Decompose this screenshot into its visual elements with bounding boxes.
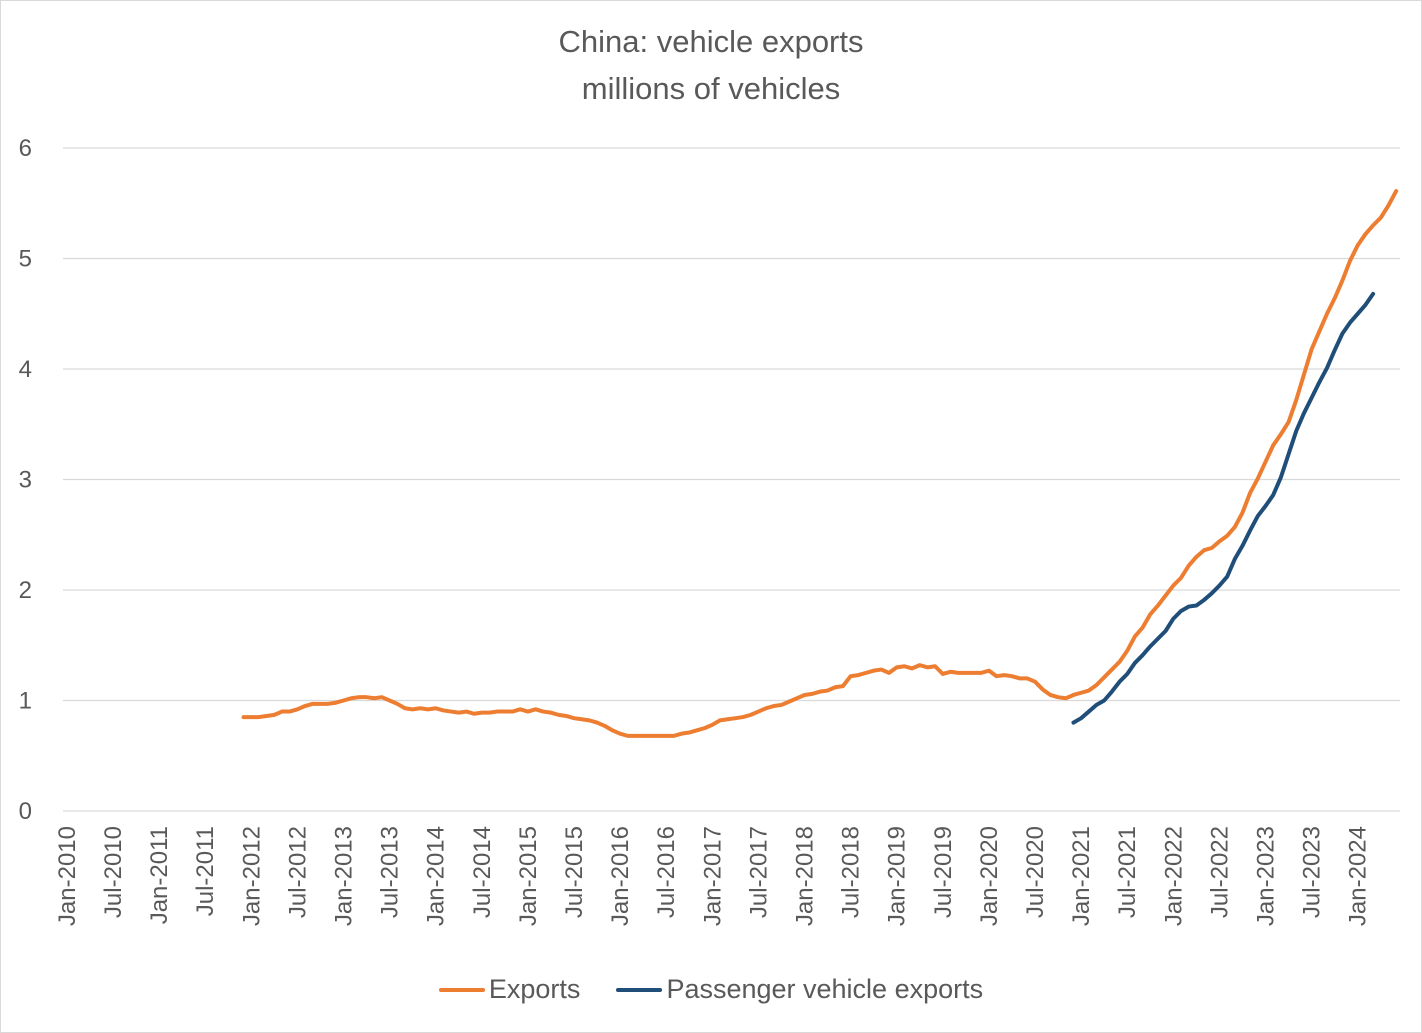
x-tick-label: Jan-2011 xyxy=(146,826,173,924)
y-tick-label-3: 3 xyxy=(19,467,32,494)
legend-swatch-passenger xyxy=(616,987,663,992)
x-tick-label: Jan-2012 xyxy=(238,826,265,926)
x-tick-label: Jan-2018 xyxy=(791,826,818,926)
x-tick-label: Jul-2013 xyxy=(377,826,404,918)
x-tick-label: Jan-2017 xyxy=(699,826,726,926)
x-tick-label: Jul-2022 xyxy=(1206,826,1233,918)
gridlines xyxy=(63,147,1400,812)
x-tick-label: Jan-2014 xyxy=(423,826,450,926)
legend-label-exports: Exports xyxy=(488,974,581,1004)
legend-swatch-exports xyxy=(438,987,485,992)
x-tick-label: Jul-2010 xyxy=(100,826,127,918)
y-tick-label-4: 4 xyxy=(19,356,32,383)
x-tick-label: Jan-2023 xyxy=(1253,826,1280,926)
x-tick-label: Jul-2016 xyxy=(653,826,680,918)
x-axis-ticks: Jan-2010 Jul-2010 Jan-2011 Jul-2011 Jan-2012… xyxy=(54,826,1372,926)
y-tick-label-1: 1 xyxy=(19,688,32,715)
x-tick-label: Jan-2019 xyxy=(884,826,911,926)
x-tick-label: Jan-2013 xyxy=(330,826,357,926)
x-tick-label: Jul-2020 xyxy=(1022,826,1049,918)
x-tick-label: Jan-2022 xyxy=(1160,826,1187,926)
y-tick-label-6: 6 xyxy=(19,135,32,162)
y-tick-label-0: 0 xyxy=(19,798,32,825)
legend-item-exports: Exports xyxy=(438,974,581,1005)
y-axis-ticks: 0 1 2 3 4 5 6 xyxy=(19,135,32,825)
x-tick-label: Jan-2016 xyxy=(607,826,634,926)
x-tick-label: Jan-2010 xyxy=(54,826,81,926)
x-tick-label: Jul-2017 xyxy=(745,826,772,918)
legend-label-passenger: Passenger vehicle exports xyxy=(666,974,984,1004)
y-tick-label-5: 5 xyxy=(19,246,32,273)
x-tick-label: Jan-2021 xyxy=(1068,826,1095,926)
x-tick-label: Jan-2024 xyxy=(1345,826,1372,926)
x-tick-label: Jul-2015 xyxy=(561,826,588,918)
legend-item-passenger: Passenger vehicle exports xyxy=(616,974,983,1005)
legend: Exports Passenger vehicle exports xyxy=(0,974,1422,1005)
x-tick-label: Jul-2021 xyxy=(1114,826,1141,918)
series-lines xyxy=(241,189,1399,738)
x-tick-label: Jul-2019 xyxy=(930,826,957,918)
series-line-exports xyxy=(241,189,1399,738)
x-tick-label: Jan-2020 xyxy=(976,826,1003,926)
y-tick-label-2: 2 xyxy=(19,577,32,604)
chart-title: China: vehicle exports xyxy=(558,24,864,59)
x-tick-label: Jul-2018 xyxy=(838,826,865,918)
x-tick-label: Jan-2015 xyxy=(515,826,542,926)
x-tick-label: Jul-2014 xyxy=(469,826,496,918)
x-tick-label: Jul-2012 xyxy=(284,826,311,918)
x-tick-label: Jul-2011 xyxy=(192,826,219,916)
series-line-passenger xyxy=(1071,291,1376,725)
x-tick-label: Jul-2023 xyxy=(1299,826,1326,918)
chart-subtitle: millions of vehicles xyxy=(581,71,841,106)
